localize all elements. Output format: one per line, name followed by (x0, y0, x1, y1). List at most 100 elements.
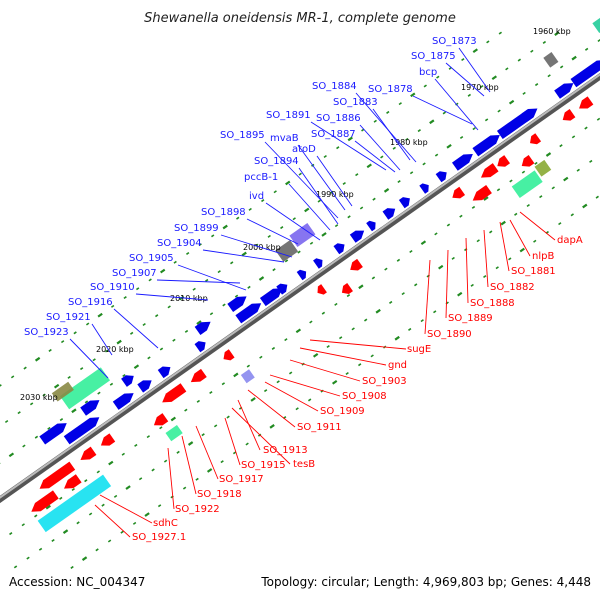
gene-glyphs (31, 17, 600, 533)
leader-line-reverse (195, 425, 219, 480)
tick-mark (88, 512, 93, 516)
feature-box (534, 159, 552, 177)
tick-mark (457, 291, 463, 297)
tick-mark (345, 371, 349, 376)
tick-mark (326, 345, 330, 349)
tick-mark (358, 284, 364, 290)
gene-label-reverse[interactable]: SO_1915 (241, 460, 286, 471)
leader-lines (69, 47, 556, 538)
tick-mark (76, 521, 80, 525)
gene-label-reverse[interactable]: SO_1913 (263, 445, 308, 456)
gene-label-reverse[interactable]: SO_1888 (470, 298, 515, 309)
tick-mark (285, 180, 291, 186)
gene-label-forward[interactable]: SO_1884 (312, 81, 357, 92)
tick-mark (221, 382, 226, 386)
gene-label-reverse[interactable]: SO_1890 (427, 329, 472, 340)
tick-mark (467, 93, 471, 97)
gene-label-forward[interactable]: SO_1883 (333, 97, 378, 108)
genome-backbone (0, 72, 600, 504)
tick-mark (519, 247, 525, 253)
gene-label-forward[interactable]: SO_1899 (174, 223, 219, 234)
leader-line-reverse (269, 374, 341, 397)
tick-mark (62, 529, 69, 534)
kbp-label: 1970 kbp (461, 83, 499, 92)
tick-mark (272, 268, 276, 272)
gene-label-reverse[interactable]: SO_1882 (490, 282, 535, 293)
gene-arrow (313, 258, 323, 269)
tick-mark (196, 399, 201, 403)
gene-label-forward[interactable]: SO_1873 (432, 36, 477, 47)
gene-label-forward[interactable]: pccB-1 (244, 172, 278, 183)
feature-box (59, 367, 111, 410)
tick-mark (17, 411, 21, 415)
accession-text: Accession: NC_004347 (9, 575, 145, 589)
tick-mark (436, 75, 440, 79)
gene-label-reverse[interactable]: SO_1889 (448, 313, 493, 324)
leader-line-reverse (509, 219, 531, 257)
tick-mark (248, 207, 252, 211)
gene-label-forward[interactable]: SO_1891 (266, 110, 311, 121)
tick-mark (438, 264, 444, 270)
gene-label-reverse[interactable]: sdhC (153, 518, 178, 529)
tick-mark (459, 214, 463, 218)
leader-line-reverse (224, 417, 241, 466)
tick-mark (596, 117, 600, 121)
kbp-label: 2020 kbp (96, 345, 134, 354)
feature-box (37, 474, 112, 533)
gene-label-forward[interactable]: bcp (419, 67, 437, 78)
gene-label-forward[interactable]: mvaB (270, 133, 299, 144)
gene-label-reverse[interactable]: sugE (407, 344, 431, 355)
leader-line-forward (202, 249, 285, 263)
gene-label-reverse[interactable]: SO_1903 (362, 376, 407, 387)
gene-label-forward[interactable]: SO_1878 (368, 84, 413, 95)
tick-mark (526, 203, 530, 208)
tick-mark (263, 389, 268, 393)
gene-label-forward[interactable]: SO_1894 (254, 156, 299, 167)
kbp-label: 1990 kbp (316, 190, 354, 199)
gene-label-forward[interactable]: SO_1916 (68, 297, 113, 308)
gene-arrow (366, 220, 376, 232)
gene-label-reverse[interactable]: SO_1911 (297, 422, 342, 433)
leader-line-reverse (299, 347, 387, 366)
gene-label-reverse[interactable]: dapA (557, 235, 583, 246)
gene-label-reverse[interactable]: SO_1909 (320, 406, 365, 417)
gene-label-forward[interactable]: SO_1898 (201, 207, 246, 218)
gene-label-forward[interactable]: ivd (249, 191, 264, 202)
gene-label-forward[interactable]: SO_1923 (24, 327, 69, 338)
gene-label-forward[interactable]: SO_1887 (311, 129, 356, 140)
tick-mark (551, 186, 555, 190)
gene-label-reverse[interactable]: gnd (388, 360, 407, 371)
tick-mark (236, 216, 240, 220)
tick-mark (284, 338, 288, 342)
gene-arrow (521, 108, 538, 122)
tick-mark (297, 250, 301, 254)
gene-label-reverse[interactable]: tesB (293, 459, 315, 470)
tick-mark (21, 523, 25, 527)
gene-arrow (39, 461, 76, 489)
tick-mark (570, 213, 574, 217)
gene-label-reverse[interactable]: SO_1927.1 (132, 532, 186, 543)
gene-label-forward[interactable]: atoD (292, 144, 316, 155)
gene-label-forward[interactable]: SO_1875 (411, 51, 456, 62)
gene-label-forward[interactable]: SO_1905 (129, 253, 174, 264)
tick-mark (397, 180, 401, 184)
tick-mark (101, 503, 105, 507)
tick-mark (420, 319, 424, 323)
gene-label-reverse[interactable]: SO_1918 (197, 489, 242, 500)
gene-label-reverse[interactable]: SO_1881 (511, 266, 556, 277)
gene-label-reverse[interactable]: nlpB (532, 251, 554, 262)
leader-line-reverse (445, 249, 449, 319)
gene-label-forward[interactable]: SO_1910 (90, 282, 135, 293)
gene-label-forward[interactable]: SO_1886 (316, 113, 361, 124)
gene-label-reverse[interactable]: SO_1908 (342, 391, 387, 402)
tick-mark (446, 143, 452, 149)
tick-mark (176, 450, 180, 454)
gene-label-forward[interactable]: SO_1921 (46, 312, 91, 323)
tick-mark (267, 234, 271, 238)
gene-label-forward[interactable]: SO_1904 (157, 238, 202, 249)
gene-label-reverse[interactable]: SO_1917 (219, 474, 264, 485)
tick-mark (241, 251, 247, 257)
gene-label-reverse[interactable]: SO_1922 (175, 504, 220, 515)
gene-label-forward[interactable]: SO_1895 (220, 130, 265, 141)
gene-label-forward[interactable]: SO_1907 (112, 268, 157, 279)
